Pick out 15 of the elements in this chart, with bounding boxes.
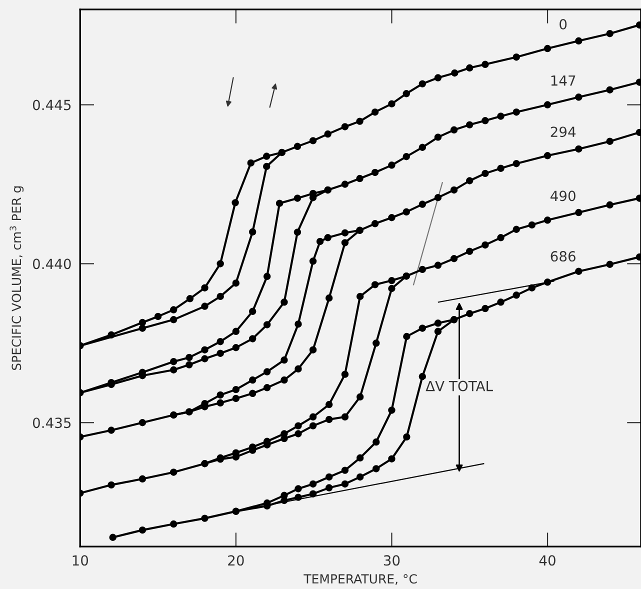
y-tick-label: 0.440 [32,258,71,270]
series-label: 0 [560,19,567,30]
series-label: 686 [550,251,576,262]
x-tick-label: 20 [228,555,244,566]
y-axis-title: SPECIFIC VOLUME, cm$^{3}$ PER g [10,186,24,370]
series-label: 147 [551,75,576,86]
y-tick-label: 0.445 [32,100,71,110]
x-tick-label: 10 [72,555,88,566]
series-label: 294 [550,126,576,138]
x-tick-label: 30 [384,555,400,566]
x-tick-label: 40 [539,555,556,566]
series-label: 490 [550,190,576,202]
x-axis-title: TEMPERATURE, °C [304,574,417,585]
y-tick-label: 0.435 [32,418,71,428]
annotation: ΔV TOTAL [426,380,493,392]
